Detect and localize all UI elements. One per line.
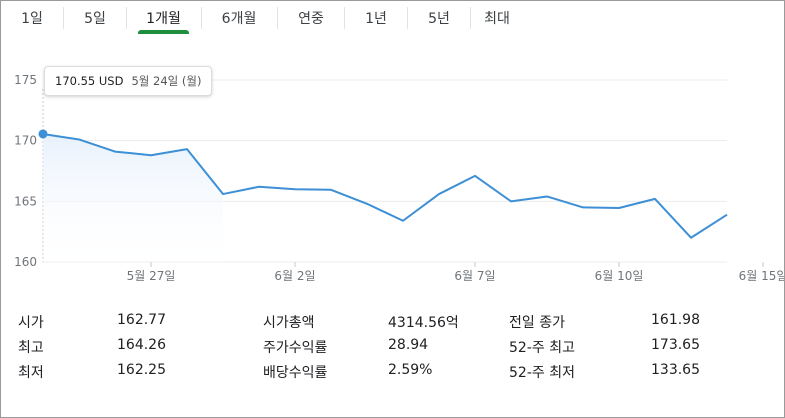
tab-max[interactable]: 최대: [471, 1, 523, 34]
stat-label-low: 최저: [18, 365, 44, 381]
divider: [63, 7, 64, 29]
stat-value-prev-close: 161.98: [651, 312, 700, 328]
stat-label-open: 시가: [18, 315, 44, 331]
tab-label: 1일: [21, 10, 43, 27]
stat-value-pe-ratio: 28.94: [388, 337, 429, 353]
price-chart[interactable]: 175 170 165 160 5월 27일 6월 2일 6월 7일 6월 10일 6월 15일…: [1, 1, 784, 301]
tab-label: 5일: [84, 10, 106, 27]
price-point-marker: [38, 129, 48, 139]
divider: [126, 7, 127, 29]
stat-label-high: 최고: [18, 340, 44, 356]
divider: [201, 7, 202, 29]
y-tick-label: 160: [14, 255, 37, 269]
x-tick-label: 5월 27일: [127, 269, 176, 283]
price-line: [42, 133, 728, 239]
range-tabs: 1일 5일 1개월 6개월 연중 1년 5년 최대: [1, 1, 784, 34]
tab-label: 최대: [484, 10, 510, 27]
tooltip-date: 5월 24일 (월): [131, 74, 202, 88]
stat-label-prev-close: 전일 종가: [509, 315, 565, 331]
stat-value-market-cap: 4314.56억: [388, 315, 459, 331]
stat-label-dividend-yield: 배당수익률: [263, 365, 328, 381]
stat-value-low: 162.25: [117, 362, 166, 378]
stat-value-52w-low: 133.65: [651, 362, 700, 378]
divider: [277, 7, 278, 29]
y-tick-label: 170: [14, 134, 37, 148]
tab-label: 5년: [428, 10, 450, 27]
stat-value-52w-high: 173.65: [651, 337, 700, 353]
y-tick-label: 165: [14, 194, 37, 208]
tab-label: 6개월: [221, 10, 257, 27]
stat-value-open: 162.77: [117, 312, 166, 328]
stat-label-52w-low: 52-주 최저: [509, 365, 575, 381]
tab-5y[interactable]: 5년: [408, 1, 470, 34]
tab-label: 1년: [365, 10, 387, 27]
tab-1m[interactable]: 1개월: [138, 1, 189, 34]
divider: [470, 7, 471, 29]
x-tick-label: 6월 2일: [274, 269, 315, 283]
tab-1y[interactable]: 1년: [345, 1, 407, 34]
y-tick-label: 175: [14, 73, 37, 87]
tab-1d[interactable]: 1일: [1, 1, 63, 34]
stat-value-high: 164.26: [117, 337, 166, 353]
divider: [344, 7, 345, 29]
tab-label: 연중: [298, 10, 324, 27]
stat-value-dividend-yield: 2.59%: [388, 362, 433, 378]
tab-6m[interactable]: 6개월: [202, 1, 276, 34]
tab-label: 1개월: [146, 10, 181, 27]
tab-5d[interactable]: 5일: [64, 1, 126, 34]
price-tooltip: 170.55 USD 5월 24일 (월): [44, 66, 213, 96]
x-tick-label: 6월 10일: [595, 269, 644, 283]
stat-label-market-cap: 시가총액: [263, 315, 315, 331]
price-area-fill: [43, 133, 223, 262]
stat-label-52w-high: 52-주 최고: [509, 340, 575, 356]
divider: [407, 7, 408, 29]
x-tick-label: 6월 15일: [739, 269, 784, 283]
tab-ytd[interactable]: 연중: [278, 1, 344, 34]
active-tab-indicator: [138, 30, 189, 34]
stat-label-pe-ratio: 주가수익률: [263, 340, 328, 356]
x-tick-label: 6월 7일: [454, 269, 495, 283]
tooltip-price: 170.55 USD: [55, 74, 124, 88]
